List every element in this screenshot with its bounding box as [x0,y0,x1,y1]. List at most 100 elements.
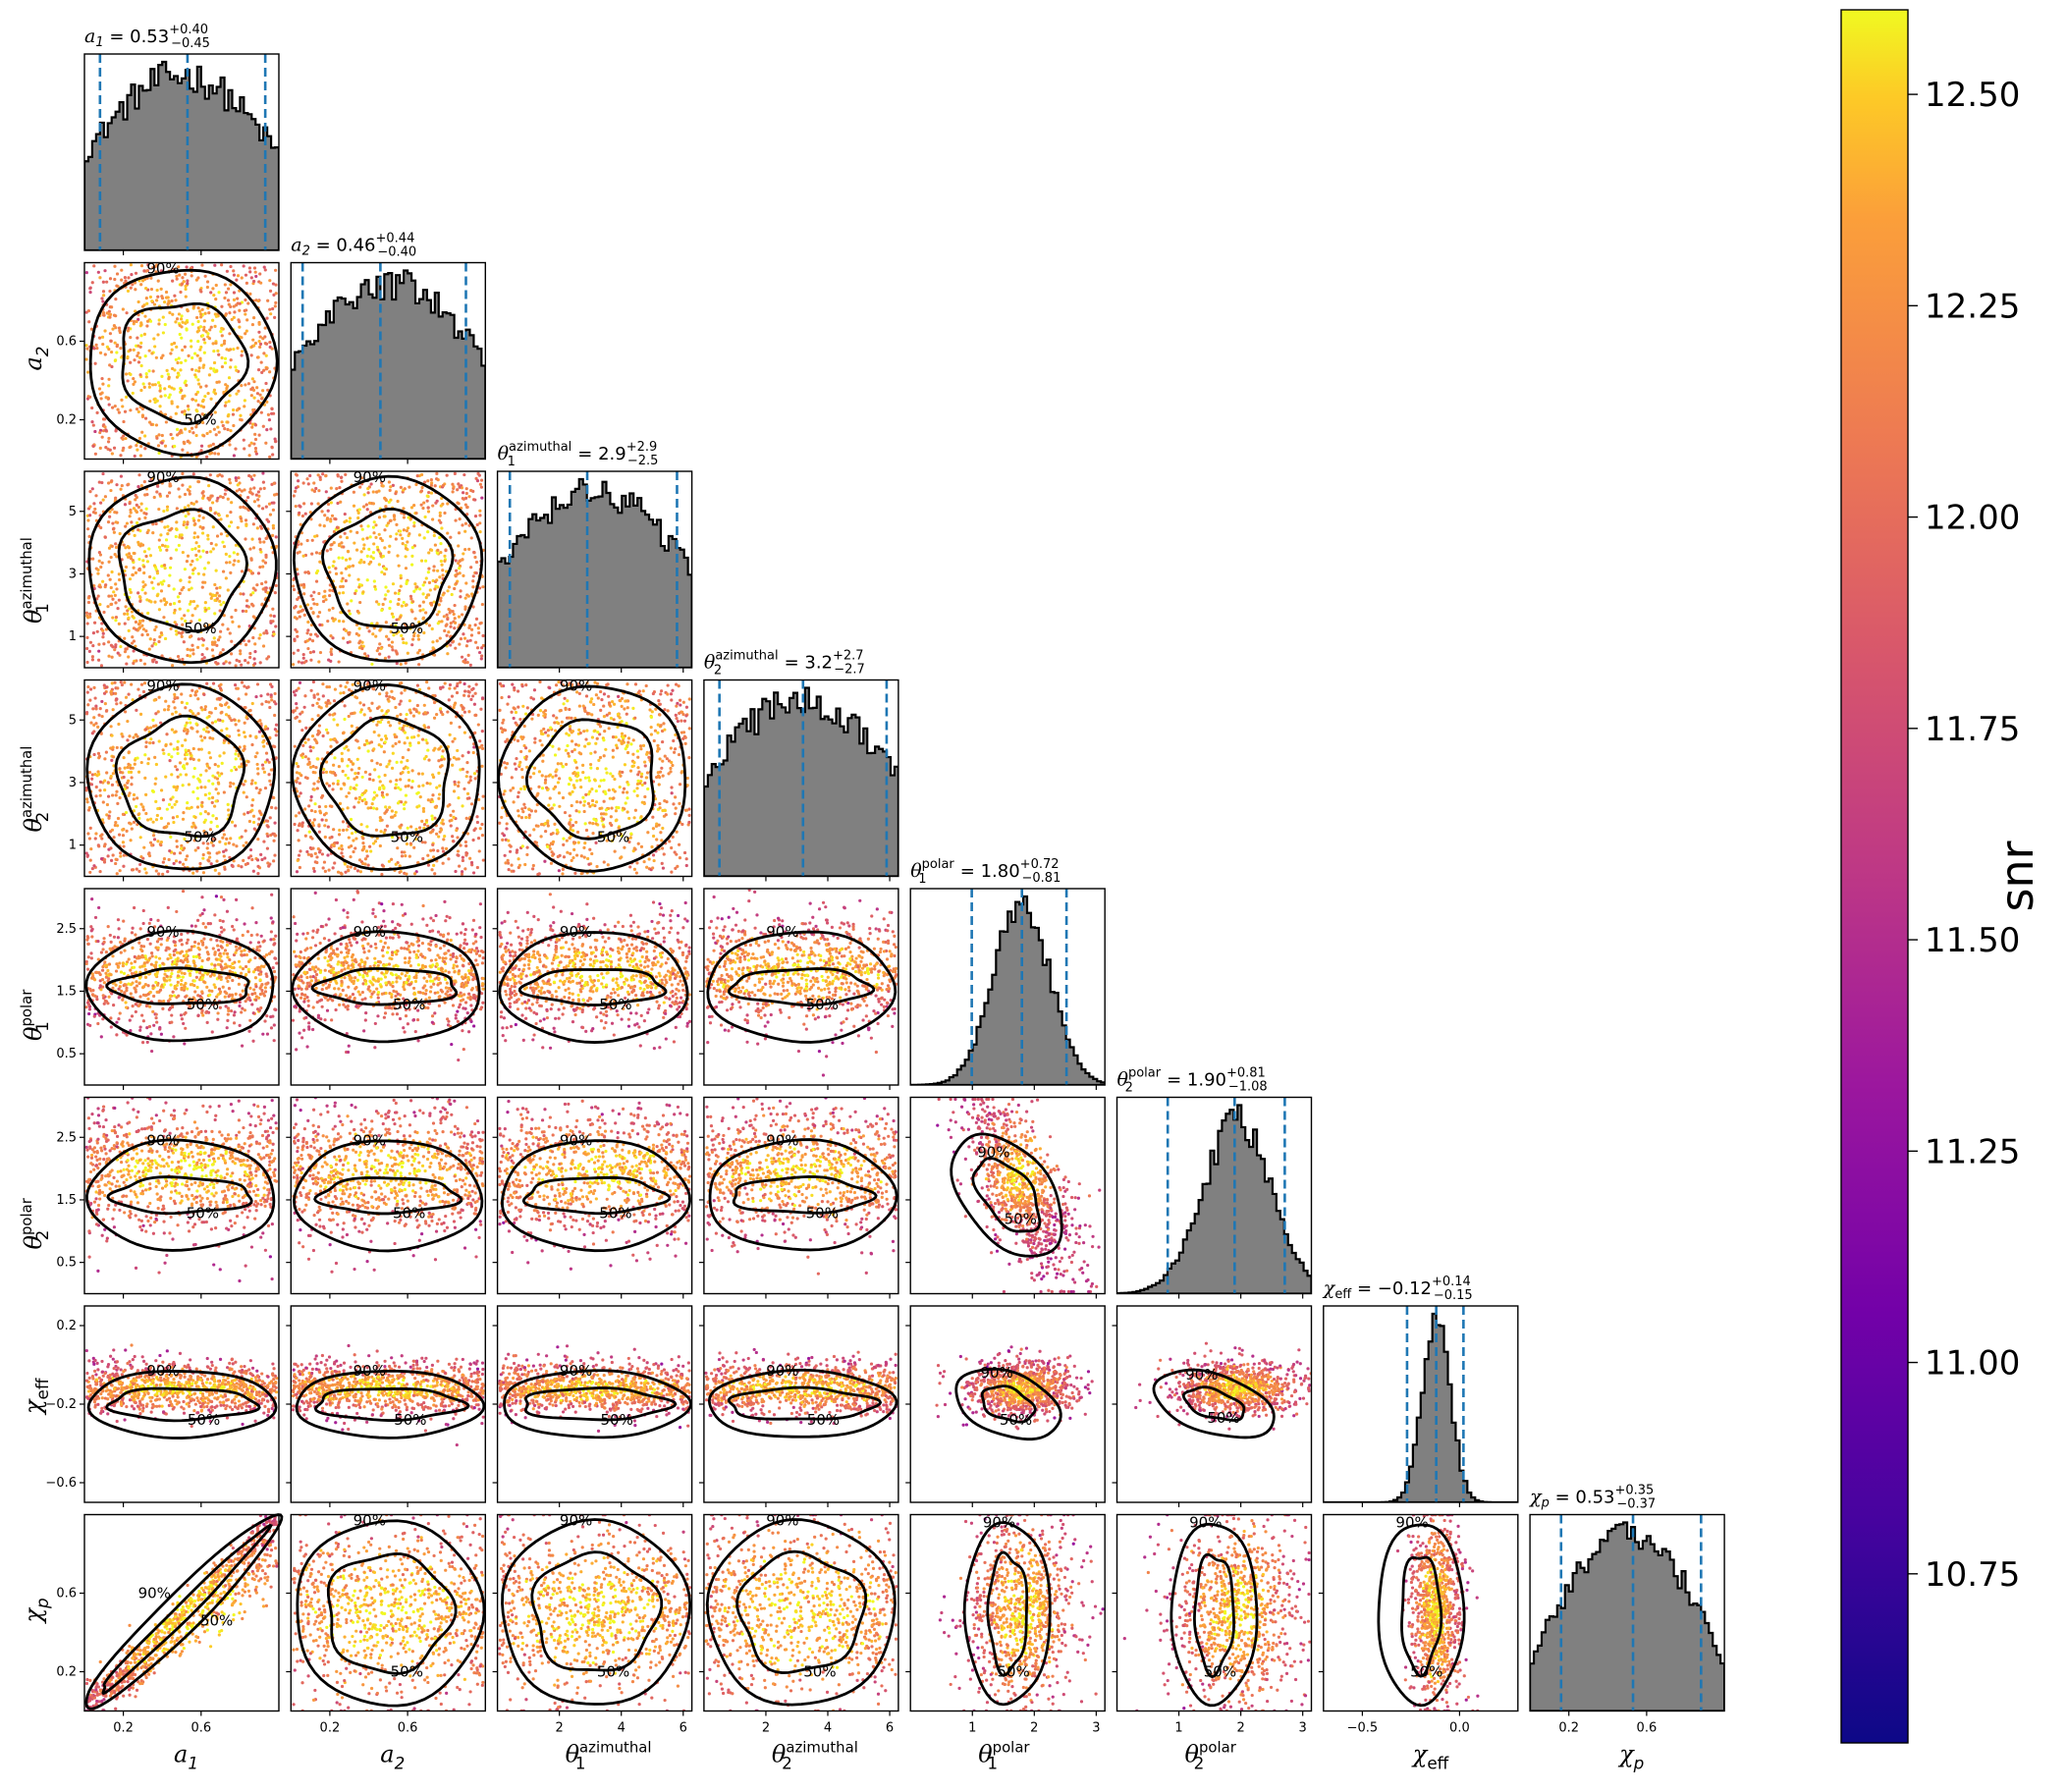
contour-label-50: 50% [391,829,423,846]
scatter-panel-theta2_az-vs-chi_p: 50% 90% 2 4 6 [698,1512,899,1736]
scatter-points [704,1514,898,1711]
contour-label-50: 50% [1207,1409,1239,1427]
contour-90 [501,1139,691,1253]
x-tick-label: 0.2 [113,1721,134,1736]
histogram-panel-theta1_az: θazimuthal 1 = 2.9+2.9 −2.5 [496,440,693,673]
scatter-points [291,471,485,667]
panel-title-theta1_az: θazimuthal 1 = 2.9+2.9 −2.5 [498,440,659,469]
x-axis-label-theta2_az: θazimuthal 2 [772,1738,858,1772]
panel-frame [83,470,280,669]
contour-label-50: 50% [599,996,631,1013]
contour-50 [318,715,451,838]
contour-label-50: 50% [1000,1411,1032,1429]
panel-frame [290,470,486,669]
contour-label-50: 50% [187,996,219,1013]
contour-90 [954,1367,1062,1441]
histogram-panel-chi_p: χp = 0.53+0.35 −0.37 0.2 0.6 [1528,1484,1725,1736]
contour-label-50: 50% [997,1663,1029,1681]
scatter-points [84,680,279,876]
contour-50 [121,301,250,426]
panel-frame [290,1513,486,1712]
contour-50 [521,1175,672,1216]
x-tick-label: 1 [968,1721,976,1736]
scatter-panel-a1-vs-chi_eff: 50% 90% −0.6 −0.2 0.2 [45,1305,280,1507]
scatter-panel-a2-vs-theta2_pol: 50% 90% [286,1096,486,1299]
colorbar-tick-label: 12.00 [1925,499,2020,538]
y-axis-label-text: χp [20,1598,52,1624]
contour-90 [85,1138,276,1252]
contour-90 [88,268,279,457]
contour-50 [735,1549,868,1674]
colorbar-tick-label: 11.50 [1925,921,2020,960]
contour-label-50: 50% [597,1663,629,1681]
panel-frame [496,1513,693,1712]
contour-label-90: 90% [766,1362,798,1380]
histogram-panel-a2: a2 = 0.46+0.44 −0.40 [290,232,486,464]
contour-50 [105,966,250,1005]
y-tick-label: 1 [69,629,77,644]
colorbar-gradient [1840,9,1909,1744]
contour-label-50: 50% [807,1411,840,1429]
y-tick-label: 2.5 [56,922,77,937]
contour-label-90: 90% [1185,1366,1218,1384]
contour-90 [707,1368,898,1439]
panel-frame [1529,1513,1725,1712]
contour-50 [117,508,248,633]
scatter-points [704,1347,898,1426]
contour-90 [292,474,484,663]
scatter-panel-chi_eff-vs-chi_p: 50% 90% −0.5 0.0 [1318,1514,1519,1736]
y-tick-label: −0.2 [45,1397,77,1412]
x-tick-label: 1 [1174,1721,1182,1736]
contour-90 [296,1519,486,1708]
y-tick-label: 2.5 [56,1130,77,1145]
contour-label-90: 90% [560,923,592,941]
scatter-panel-theta2_az-vs-theta1_pol: 50% 90% [698,888,899,1090]
y-axis-label-text: a2 [20,347,52,371]
scatter-points [498,893,692,1051]
scatter-points [497,679,691,877]
snr-colorbar: 10.75 11.00 11.25 11.50 11.75 12.00 12.25 12.50… [1840,9,2043,1744]
x-tick-label: 2 [762,1721,770,1736]
scatter-points [1395,1514,1480,1711]
contour-label-50: 50% [597,829,629,846]
contour-90 [295,1369,486,1439]
contour-50 [326,1552,458,1675]
contour-90 [497,684,687,873]
contour-50 [728,967,876,1007]
panel-frame [83,679,280,878]
contour-50 [313,1386,470,1422]
panel-title-chi_p: χp = 0.53+0.35 −0.37 [1528,1484,1656,1512]
histogram-panel-theta2_az: θazimuthal 2 = 3.2+2.7 −2.7 [703,649,899,882]
contour-label-50: 50% [184,620,216,637]
y-axis-label-text: χeff [20,1378,52,1416]
contour-label-50: 50% [184,411,216,429]
contour-90 [292,1139,484,1253]
contour-label-50: 50% [806,996,839,1013]
y-axis-label-theta1_az: θazimuthal1 [18,537,52,624]
contour-label-50: 50% [391,620,423,637]
x-axis-label-theta1_pol: θpolar 1 [978,1738,1030,1772]
panel-frame [703,1096,899,1295]
y-tick-label: 0.2 [56,1665,77,1680]
scatter-panel-a1-vs-theta2_az: 50% 90% 1 3 5 [69,678,280,882]
panel-frame [909,1513,1106,1712]
contour-label-50: 50% [806,1205,839,1222]
histogram-bars [1530,1521,1725,1711]
scatter-points [291,1514,485,1711]
contour-50 [321,507,455,629]
y-axis-label-theta1_pol: θpolar1 [18,989,52,1041]
contour-90 [706,930,898,1044]
histogram-bars [703,686,898,877]
scatter-panel-a1-vs-a2: 50% 90% 0.2 0.6 [56,260,280,464]
contour-50 [517,968,668,1006]
y-axis-label-a2: a2 [20,347,52,371]
scatter-panel-a2-vs-theta1_az: 50% 90% [286,468,486,673]
contour-label-90: 90% [560,678,592,695]
contour-50 [106,1175,253,1216]
x-axis-label-theta1_az: θazimuthal 1 [566,1738,652,1772]
panel-frame [1115,1096,1313,1295]
contour-90 [1152,1368,1276,1439]
scatter-points [497,1514,692,1711]
contour-50 [523,1386,678,1422]
